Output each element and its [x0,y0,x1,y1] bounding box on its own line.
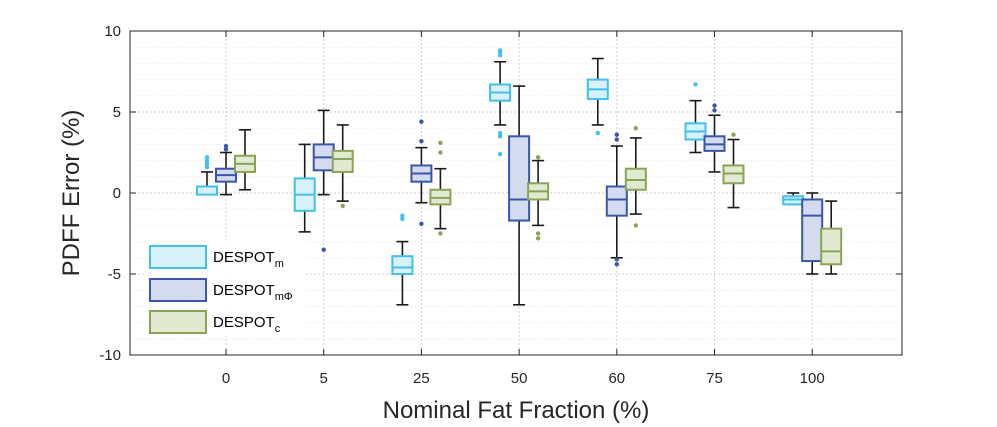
outlier-point [204,158,210,163]
legend-label-1: DESPOTm [213,249,284,270]
box-iqr [820,227,843,266]
y-tick-label: -5 [108,266,121,283]
series-3 [234,124,843,275]
box-100 [801,192,824,275]
box-iqr [196,185,218,196]
outlier-point [321,247,326,252]
outlier-point [204,155,210,160]
legend: DESPOTm DESPOTmΦ DESPOTc [146,240,306,336]
outlier-point [438,231,443,236]
outlier-point [731,132,736,137]
box-60 [605,132,628,267]
x-tick-label: 25 [413,370,430,387]
y-tick-label: 0 [113,185,121,202]
legend-swatch-2 [149,278,207,302]
outlier-point [438,150,443,155]
outlier-point [535,155,541,160]
outlier-point [712,108,717,113]
series-1 [196,48,805,306]
box-75 [684,82,707,154]
box-60 [624,126,647,228]
legend-label-3: DESPOTc [213,314,281,335]
outlier-point [204,161,210,167]
x-tick-label: 75 [706,370,723,387]
outlier-point [497,53,503,58]
legend-swatch-3 [149,310,207,334]
outlier-point [633,126,638,131]
outlier-point [614,132,619,137]
x-tick-label: 0 [222,370,230,387]
outlier-point [419,119,424,124]
outlier-point [223,143,229,149]
x-tick-label: 50 [511,370,528,387]
y-tick-label: 5 [113,104,121,121]
box-50 [508,85,531,306]
box-75 [703,103,726,173]
outlier-point [204,164,210,170]
x-tick-label: 5 [320,370,328,387]
box-iqr [391,255,414,275]
outlier-point [614,257,619,262]
box-iqr [605,185,628,217]
outlier-point [340,203,345,209]
y-tick-label: 10 [104,23,121,40]
box-0 [215,143,237,196]
outlier-point [419,221,424,226]
x-tick-label: 100 [800,370,825,387]
outlier-point [400,216,405,222]
box-5 [331,124,354,209]
outlier-point [614,137,619,142]
y-axis-label: PDFF Error (%) [58,110,85,277]
box-25 [391,213,414,306]
outlier-point [497,151,503,157]
plot-layer [196,48,843,306]
outlier-point [535,236,541,241]
box-50 [489,48,512,157]
x-axis-label: Nominal Fat Fraction (%) [383,397,650,424]
y-tick-label: -10 [99,347,121,364]
x-tick-label: 60 [608,370,625,387]
outlier-point [497,48,503,53]
outlier-point [497,130,503,136]
box-iqr [331,149,354,173]
outlier-point [693,82,698,87]
outlier-point [633,223,638,228]
outlier-point [614,262,619,267]
box-75 [722,132,745,209]
box-0 [196,155,218,196]
box-5 [293,143,316,233]
box-5 [312,109,335,252]
box-100 [820,200,843,275]
box-25 [429,140,452,236]
outlier-point [419,138,424,144]
legend-swatch-1 [149,245,207,269]
legend-label-2: DESPOTmΦ [213,282,293,303]
outlier-point [438,140,443,145]
outlier-point [535,231,541,236]
outlier-point [497,134,503,139]
outlier-point [400,213,405,218]
box-50 [527,155,550,241]
outlier-point [223,147,229,152]
box-0 [234,129,256,191]
box-iqr [801,198,824,263]
outlier-point [712,103,717,108]
series-2 [215,85,824,306]
box-60 [586,57,609,136]
outlier-point [595,130,600,136]
box-25 [410,119,433,226]
box-iqr [508,135,531,222]
